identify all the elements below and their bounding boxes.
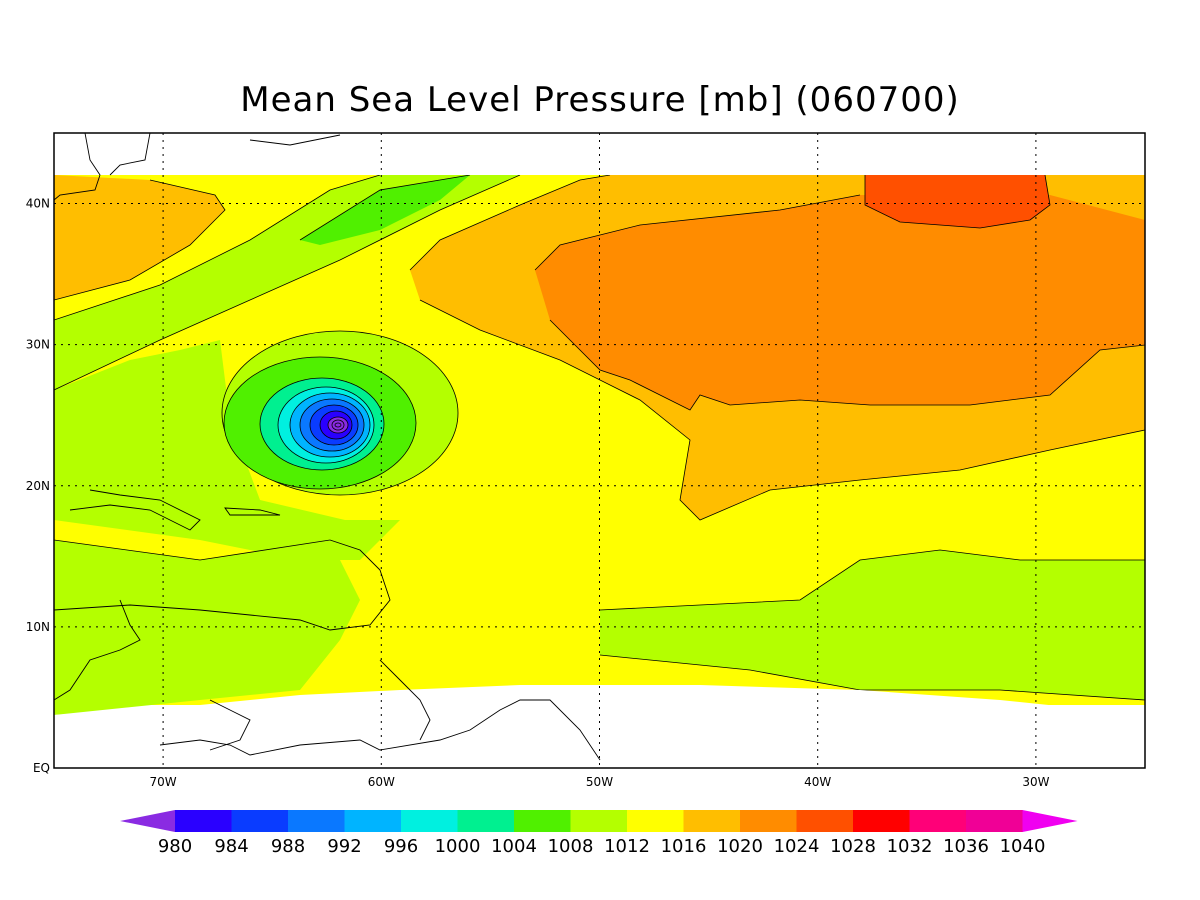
field-1008-north: [300, 175, 470, 245]
colorbar-label: 1004: [491, 836, 537, 857]
colorbar-label: 1012: [604, 836, 650, 857]
latitude-labels: 40N 30N 20N 10N EQ: [26, 197, 50, 775]
colorbar-swatch: [288, 810, 345, 832]
colorbar-swatch: [514, 810, 571, 832]
low-pressure-system: [221, 330, 459, 496]
contour-lines: [54, 174, 1145, 701]
colorbar-label: 980: [158, 836, 192, 857]
coastlines: [54, 133, 601, 761]
colorbar-swatch: [570, 810, 628, 832]
colorbar-swatch: [627, 810, 684, 832]
no-data-south: [54, 685, 1145, 768]
colorbar-label: 1028: [830, 836, 876, 857]
colorbar-arrow-low: [120, 810, 175, 832]
colorbar-label: 1032: [887, 836, 933, 857]
colorbar-label: 1036: [943, 836, 989, 857]
longitude-labels: 70W 60W 50W 40W 30W: [150, 775, 1050, 789]
latitude-label: EQ: [33, 761, 50, 775]
longitude-label: 30W: [1022, 775, 1049, 789]
map-frame: [53, 132, 1146, 769]
grid-lines: [54, 133, 1145, 768]
colorbar-swatch: [344, 810, 402, 832]
colorbar-swatch: [909, 810, 967, 832]
field-1012-west: [54, 340, 400, 560]
latitude-label: 10N: [26, 620, 50, 634]
field-1020-northwest: [54, 175, 225, 300]
pressure-field: [54, 133, 1145, 768]
latitude-label: 20N: [26, 479, 50, 493]
field-1012-east: [600, 550, 1145, 700]
colorbar-swatch: [683, 810, 741, 832]
colorbar-swatch: [231, 810, 289, 832]
field-1024: [535, 195, 1145, 410]
colorbar-label: 1024: [774, 836, 820, 857]
colorbar-swatch: [740, 810, 797, 832]
colorbar-swatch: [457, 810, 515, 832]
colorbar-swatch: [796, 810, 854, 832]
latitude-label: 30N: [26, 338, 50, 352]
colorbar-label: 984: [214, 836, 248, 857]
colorbar-label: 992: [327, 836, 361, 857]
longitude-label: 40W: [804, 775, 831, 789]
colorbar-label: 1000: [435, 836, 481, 857]
colorbar-swatch: [853, 810, 910, 832]
colorbar-label: 996: [384, 836, 418, 857]
colorbar-label: 988: [271, 836, 305, 857]
colorbar-swatch: [175, 810, 232, 832]
field-1012-caribbean: [54, 540, 360, 715]
latitude-label: 40N: [26, 197, 50, 211]
longitude-label: 60W: [368, 775, 395, 789]
colorbar-label: 1040: [1000, 836, 1046, 857]
colorbar: 980 984 988 992 996 1000 1004 1008 1012 1016 1020 1…: [120, 810, 1078, 857]
colorbar-swatch: [966, 810, 1023, 832]
colorbar-label: 1008: [548, 836, 594, 857]
page-title: Mean Sea Level Pressure [mb] (060700): [240, 80, 960, 120]
colorbar-label: 1020: [717, 836, 763, 857]
colorbar-label: 1016: [661, 836, 707, 857]
field-1028: [865, 175, 1050, 228]
longitude-label: 70W: [150, 775, 177, 789]
longitude-label: 50W: [586, 775, 613, 789]
colorbar-swatch: [401, 810, 458, 832]
field-1012-northwest: [54, 175, 520, 390]
colorbar-arrow-high: [1022, 810, 1078, 832]
